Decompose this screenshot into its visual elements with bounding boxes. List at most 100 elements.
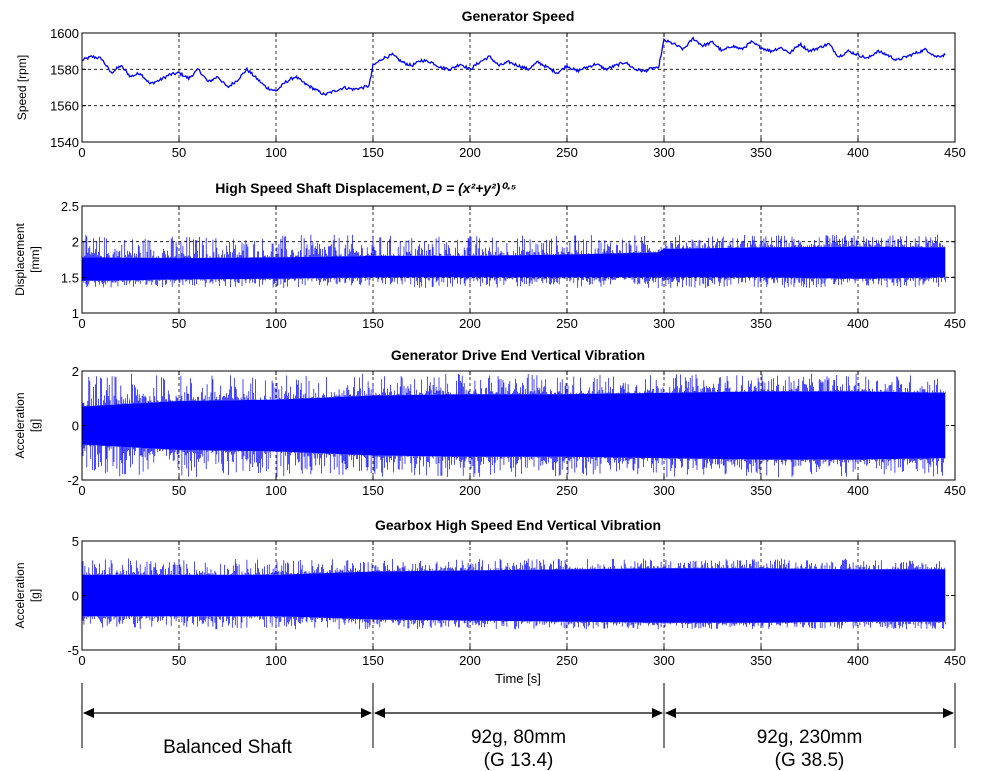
y-axis-label-line1: Acceleration <box>13 392 27 458</box>
y-tick-label: 1580 <box>50 62 79 77</box>
x-tick-label: 350 <box>750 145 772 160</box>
plot-panel-2: 0 50 100 150 200 250 300 350 400 450 1 1.5 2 2.5 Displ… <box>13 199 966 331</box>
x-tick-label: 300 <box>653 653 675 668</box>
x-tick-label: 0 <box>78 653 85 668</box>
phase-label-3: 92g, 230mm <box>757 727 863 748</box>
x-tick-label: 200 <box>459 145 481 160</box>
arrowhead-right <box>943 708 954 718</box>
x-tick-label: 400 <box>847 145 869 160</box>
y-tick-label: 2 <box>72 364 79 379</box>
signal-band <box>82 568 946 623</box>
y-axis-label: Acceleration[g] <box>13 392 42 458</box>
series-group <box>82 558 946 630</box>
x-tick-label: 250 <box>556 653 578 668</box>
x-tick-label: 150 <box>362 145 384 160</box>
phase-sublabel-2: (G 13.4) <box>484 750 554 771</box>
plot-panel-1: 0 50 100 150 200 250 300 350 400 450 1540 1560 1580 1… <box>15 26 966 160</box>
x-tick-label: 50 <box>172 316 186 331</box>
x-tick-label: 100 <box>265 483 287 498</box>
y-tick-label: 1.5 <box>61 270 79 285</box>
x-axis-label: Time [s] <box>495 671 541 686</box>
arrowhead-right <box>361 708 372 718</box>
x-tick-label: 350 <box>750 316 772 331</box>
y-tick-label: 1540 <box>50 135 79 150</box>
chart-title-shaft-displacement: High Speed Shaft Displacement, <box>215 180 430 196</box>
ticks <box>81 540 956 651</box>
arrowhead-left <box>83 708 94 718</box>
axes-frame <box>81 205 956 314</box>
x-tick-label: 0 <box>78 316 85 331</box>
x-tick-label: 150 <box>362 316 384 331</box>
x-tick-label: 150 <box>362 653 384 668</box>
y-tick-label: 1 <box>72 306 79 321</box>
x-tick-label: 400 <box>847 653 869 668</box>
plot-panel-3: 0 50 100 150 200 250 300 350 400 450-202Accelerat… <box>13 364 966 498</box>
y-axis-label-line1: Acceleration <box>13 562 27 628</box>
x-tick-label: 200 <box>459 316 481 331</box>
x-tick-label: 50 <box>172 653 186 668</box>
y-axis-label-line2: [g] <box>28 589 42 602</box>
y-tick-label: 2.5 <box>61 199 79 214</box>
y-axis-label-line1: Displacement <box>13 222 27 295</box>
chart-title-generator-vibration: Generator Drive End Vertical Vibration <box>391 347 645 363</box>
y-axis-label: Displacement[mm] <box>13 222 42 295</box>
arrowhead-left <box>665 708 676 718</box>
phase-annotations: Balanced Shaft 92g, 80mm(G 13.4) 92g, 230m… <box>81 683 956 771</box>
x-tick-label: 50 <box>172 145 186 160</box>
x-tick-label: 200 <box>459 653 481 668</box>
chart-title-displacement-formula: D = (x²+y²)⁰·⁵ <box>432 180 517 196</box>
y-axis-label-line2: [mm] <box>28 246 42 273</box>
x-tick-label: 300 <box>653 316 675 331</box>
x-tick-label: 450 <box>944 483 966 498</box>
ticks <box>81 370 956 481</box>
series-group <box>82 373 946 478</box>
y-tick-label: -5 <box>67 643 79 658</box>
signal-band <box>82 391 946 460</box>
plot-panel-4: 0 50 100 150 200 250 300 350 400 450-505Accelerat… <box>13 534 966 668</box>
y-tick-label: -2 <box>67 473 79 488</box>
x-tick-label: 450 <box>944 653 966 668</box>
y-tick-label: 0 <box>72 589 79 604</box>
x-tick-label: 450 <box>944 316 966 331</box>
axes-frame <box>81 32 956 143</box>
y-tick-label: 5 <box>72 534 79 549</box>
y-tick-label: 0 <box>72 419 79 434</box>
y-axis-label-line2: [g] <box>28 419 42 432</box>
x-tick-label: 100 <box>265 653 287 668</box>
phase-label-2: 92g, 80mm <box>471 727 566 748</box>
x-tick-label: 250 <box>556 316 578 331</box>
x-tick-label: 300 <box>653 145 675 160</box>
signal-spikes <box>82 234 946 288</box>
x-tick-label: 200 <box>459 483 481 498</box>
x-tick-label: 250 <box>556 483 578 498</box>
speed-line <box>82 36 946 96</box>
x-tick-label: 0 <box>78 145 85 160</box>
ticks <box>81 32 956 143</box>
chart-title-gearbox-vibration: Gearbox High Speed End Vertical Vibratio… <box>375 517 661 533</box>
ticks <box>81 205 956 314</box>
x-tick-label: 150 <box>362 483 384 498</box>
signal-band <box>82 246 946 281</box>
x-tick-label: 50 <box>172 483 186 498</box>
x-tick-label: 300 <box>653 483 675 498</box>
y-tick-label: 1600 <box>50 26 79 41</box>
y-axis-label: Acceleration[g] <box>13 562 42 628</box>
x-tick-label: 100 <box>265 145 287 160</box>
arrowhead-right <box>652 708 663 718</box>
chart-title-generator-speed: Generator Speed <box>462 8 575 24</box>
series-group <box>82 234 946 288</box>
x-tick-label: 450 <box>944 145 966 160</box>
y-tick-label: 2 <box>72 235 79 250</box>
grid <box>82 33 955 142</box>
y-axis-label: Speed [rpm] <box>15 55 29 120</box>
series-group <box>82 36 946 96</box>
phase-label-1: Balanced Shaft <box>163 737 293 758</box>
x-tick-label: 100 <box>265 316 287 331</box>
x-tick-label: 400 <box>847 316 869 331</box>
phase-sublabel-3: (G 38.5) <box>775 750 845 771</box>
x-tick-label: 350 <box>750 653 772 668</box>
y-tick-label: 1560 <box>50 99 79 114</box>
arrowhead-left <box>374 708 385 718</box>
x-tick-label: 0 <box>78 483 85 498</box>
